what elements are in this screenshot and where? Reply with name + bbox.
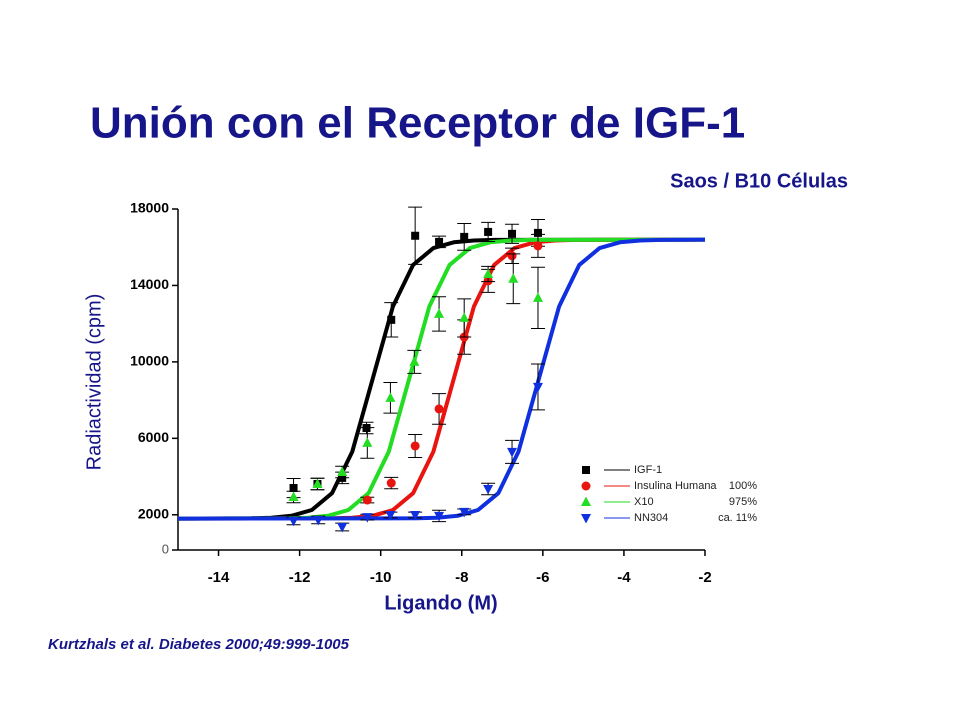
marker bbox=[460, 232, 469, 241]
marker bbox=[434, 511, 445, 522]
marker bbox=[337, 466, 348, 476]
fit-curve bbox=[177, 237, 706, 521]
marker bbox=[434, 404, 444, 414]
x-axis-label: Ligando (M) bbox=[384, 592, 497, 614]
marker bbox=[532, 292, 543, 302]
marker bbox=[409, 356, 420, 366]
marker bbox=[508, 229, 517, 238]
marker bbox=[435, 237, 444, 246]
marker bbox=[533, 241, 543, 251]
x-tick-label: -14 bbox=[208, 569, 230, 586]
legend-label: X10 bbox=[634, 496, 654, 508]
marker bbox=[533, 228, 542, 237]
marker bbox=[362, 437, 373, 447]
marker bbox=[434, 308, 445, 318]
marker bbox=[483, 268, 494, 278]
marker bbox=[459, 507, 470, 518]
legend-note: ca. 11% bbox=[718, 512, 757, 524]
marker bbox=[362, 495, 372, 505]
marker bbox=[483, 484, 494, 495]
marker bbox=[385, 510, 396, 521]
marker bbox=[507, 447, 518, 458]
marker bbox=[337, 523, 348, 533]
marker bbox=[386, 478, 396, 488]
marker bbox=[507, 251, 517, 261]
y-tick-label: 0 bbox=[162, 541, 169, 556]
marker bbox=[410, 441, 420, 451]
x-tick-label: -6 bbox=[536, 569, 549, 586]
legend-note: 975% bbox=[729, 496, 757, 508]
chart-subtitle: Saos / B10 Células bbox=[670, 170, 848, 192]
y-tick-label: 14000 bbox=[130, 276, 169, 292]
marker bbox=[289, 484, 298, 493]
y-tick-label: 18000 bbox=[130, 200, 169, 216]
legend-marker bbox=[581, 514, 591, 524]
x-tick-label: -8 bbox=[455, 569, 468, 586]
citation: Kurtzhals et al. Diabetes 2000;49:999-10… bbox=[48, 636, 350, 653]
marker bbox=[385, 392, 396, 402]
marker bbox=[459, 312, 470, 322]
legend-marker bbox=[581, 481, 591, 491]
marker bbox=[508, 273, 519, 283]
marker bbox=[410, 510, 421, 521]
marker bbox=[532, 382, 543, 393]
legend-label: NN304 bbox=[634, 512, 668, 524]
x-tick-label: -10 bbox=[370, 569, 392, 586]
legend-note: 100% bbox=[729, 480, 757, 492]
marker bbox=[484, 227, 493, 236]
y-tick-label: 10000 bbox=[130, 353, 169, 369]
y-axis-label: Radiactividad (cpm) bbox=[83, 294, 105, 471]
legend-marker bbox=[581, 496, 591, 506]
legend-label: IGF-1 bbox=[634, 464, 662, 476]
x-tick-label: -12 bbox=[289, 569, 311, 586]
marker bbox=[288, 491, 299, 502]
chart-title: Unión con el Receptor de IGF-1 bbox=[90, 99, 745, 148]
y-tick-label: 2000 bbox=[138, 505, 169, 521]
legend-label: Insulina Humana bbox=[634, 480, 717, 492]
legend-marker bbox=[582, 466, 590, 474]
marker bbox=[288, 516, 299, 527]
y-tick-label: 6000 bbox=[138, 429, 169, 445]
marker bbox=[411, 231, 420, 240]
fit-curve bbox=[177, 237, 706, 521]
x-tick-label: -2 bbox=[698, 569, 711, 586]
x-tick-label: -4 bbox=[617, 569, 631, 586]
marker bbox=[362, 513, 373, 523]
marker bbox=[312, 478, 323, 489]
marker bbox=[313, 515, 324, 526]
marker bbox=[387, 315, 396, 324]
